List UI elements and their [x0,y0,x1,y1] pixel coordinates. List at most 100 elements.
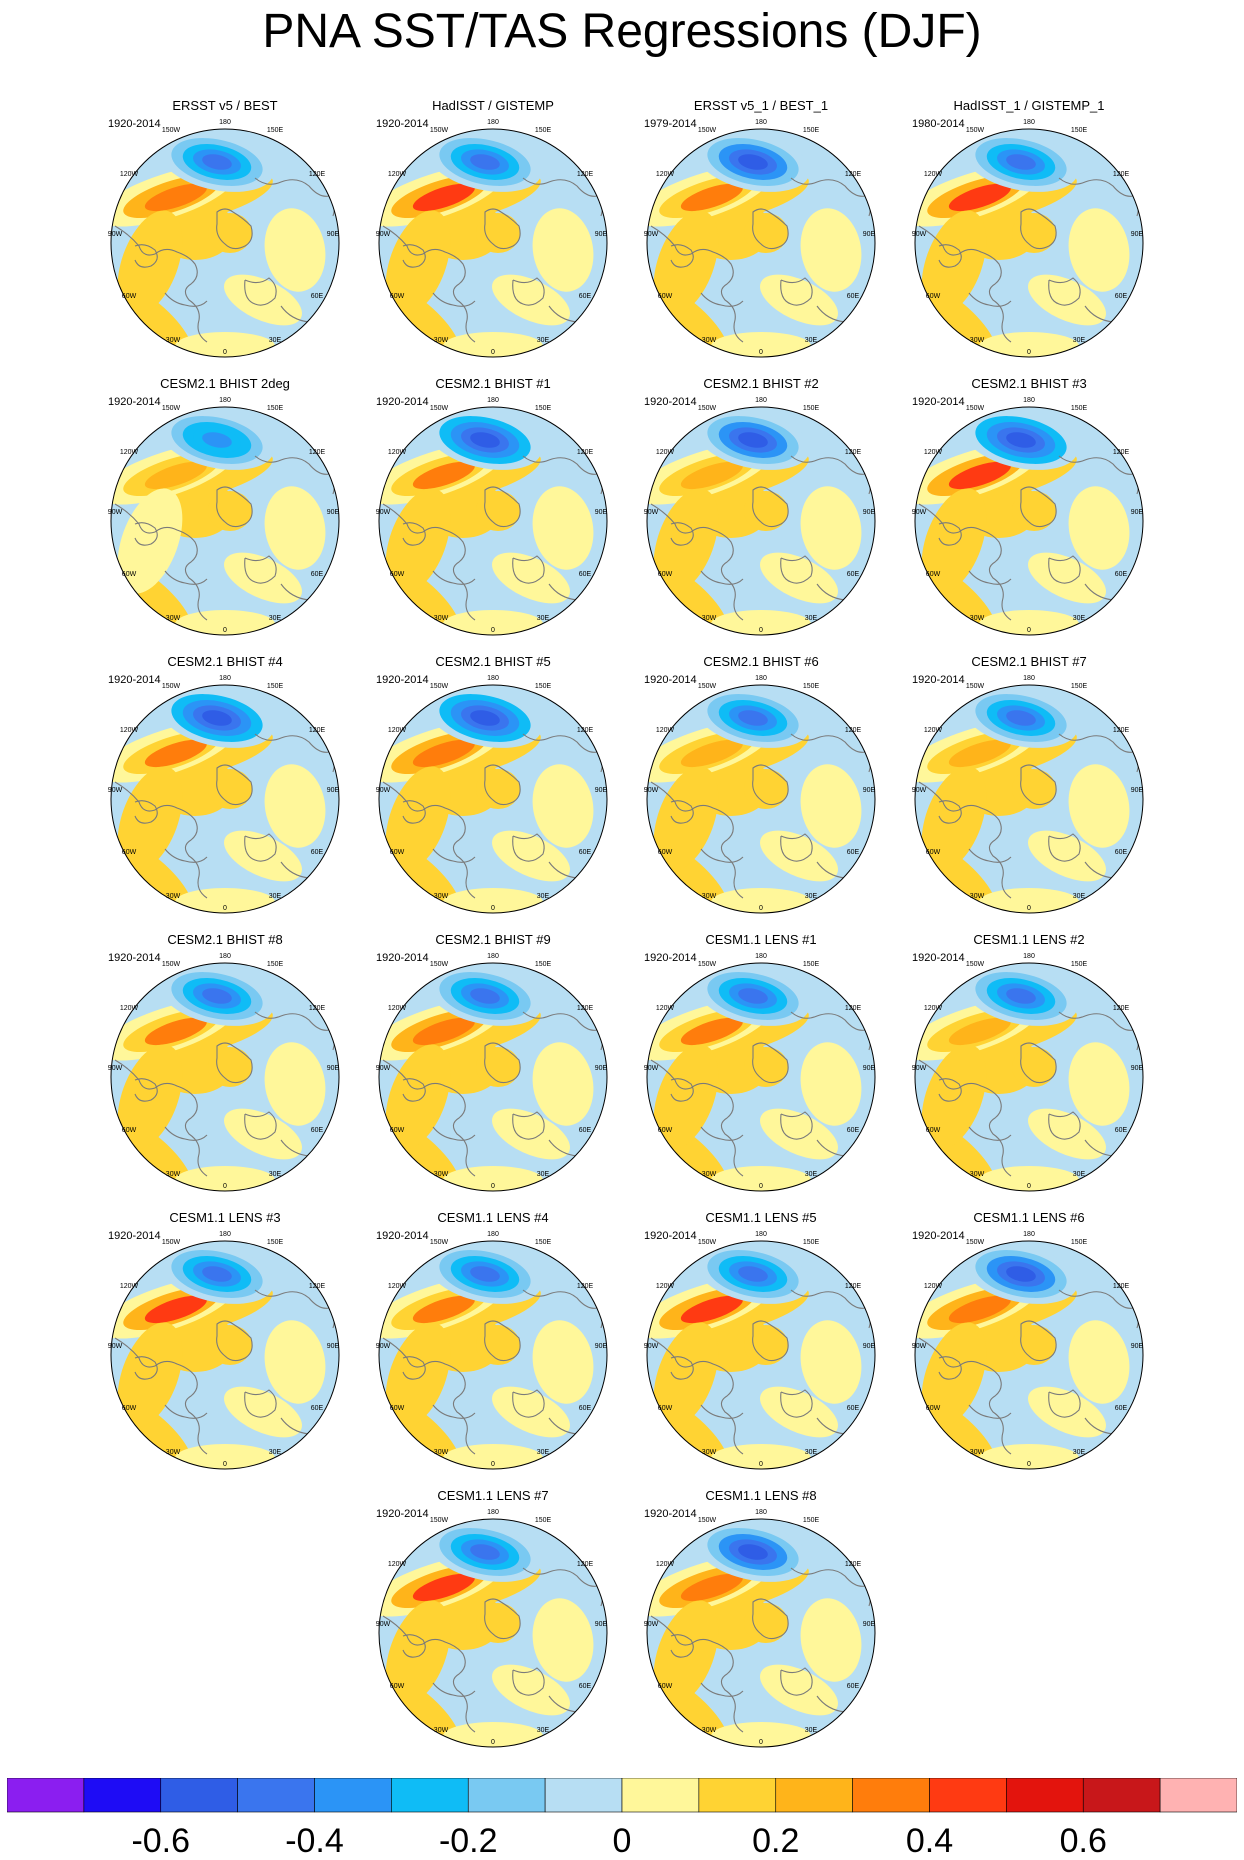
longitude-label: 60E [847,1127,860,1134]
longitude-label: 30W [970,1171,985,1178]
longitude-label: 120W [388,449,407,456]
longitude-label: 90W [644,1343,659,1350]
colorbar-swatch [160,1778,238,1813]
anomaly-contour [224,274,302,326]
pna-negative-contour [202,710,232,726]
longitude-label: 90E [863,1065,876,1072]
longitude-label: 150W [966,127,985,134]
panel-title: CESM2.1 BHIST #1 [435,376,551,391]
longitude-label: 120E [1113,1005,1130,1012]
panel-title: CESM2.1 BHIST #4 [167,654,283,669]
colorbar-swatch [544,1778,623,1813]
panel-title: CESM2.1 BHIST #5 [435,654,551,669]
polar-map: 180 150E 120E 90E 60E 30E 0 30W 60W 90W 120W 150W [376,953,608,1192]
pna-negative-contour [738,1266,768,1282]
coastline [484,1598,521,1640]
colorbar-swatch [1159,1778,1237,1813]
map-panel: CESM2.1 BHIST #5 1920-2014 180 150E 120E 90E 6… [373,654,613,916]
coastline [280,1139,310,1157]
longitude-label: 90W [912,1065,927,1072]
colorbar-swatch [621,1778,700,1813]
coastline [938,800,962,824]
longitude-label: 30E [805,893,818,900]
anomaly-contour [443,1166,543,1191]
longitude-label: 60W [122,1405,137,1412]
coastline [548,861,578,879]
anomaly-contour [532,208,594,292]
longitude-label: 180 [219,675,231,682]
longitude-label: 30E [537,893,550,900]
pna-positive-contour [385,1044,451,1150]
longitude-label: 30E [269,337,282,344]
longitude-label: 150W [430,961,449,968]
coastline [918,1337,1012,1455]
anomaly-contour [1028,1108,1106,1160]
longitude-label: 180 [219,953,231,960]
anomaly-contour [208,491,252,531]
longitude-label: 30E [269,1449,282,1456]
coastline [164,1126,208,1141]
longitude-label: 150E [1071,1239,1088,1246]
longitude-label: 30E [537,337,550,344]
longitude-label: 120W [924,1283,943,1290]
coastline [512,277,545,306]
longitude-label: 150W [162,127,181,134]
longitude-label: 60E [311,849,324,856]
longitude-label: 60W [926,571,941,578]
pna-negative-contour [202,988,232,1004]
coastline [484,1042,521,1084]
longitude-label: 120W [924,727,943,734]
longitude-label: 0 [223,1461,227,1468]
pna-positive-contour [653,1044,719,1150]
coastline [700,1404,744,1419]
longitude-label: 30E [537,1171,550,1178]
longitude-label: 180 [219,119,231,126]
coastline [244,1389,277,1418]
map-border [646,1240,876,1470]
anomaly-contour [1028,552,1106,604]
coastline [816,1695,846,1713]
anomaly-contour [175,1444,275,1469]
panel-title: ERSST v5_1 / BEST_1 [693,98,829,113]
anomaly-contour [1028,1386,1106,1438]
panel-title: CESM2.1 BHIST #6 [703,654,819,669]
coastline [432,1682,476,1697]
coastline [382,1059,476,1177]
longitude-label: 180 [755,675,767,682]
longitude-label: 90W [376,509,391,516]
longitude-label: 60W [390,1405,405,1412]
longitude-label: 30E [1073,615,1086,622]
coastline [752,486,789,528]
coastline [968,848,1012,863]
longitude-label: 90E [327,1343,340,1350]
anomaly-contour [744,491,788,531]
longitude-label: 30W [166,615,181,622]
coastline [134,244,158,268]
longitude-label: 180 [1023,1231,1035,1238]
coastline [484,208,521,250]
longitude-label: 90E [1131,1065,1144,1072]
coastline [402,522,426,546]
coastline [780,833,813,862]
longitude-label: 180 [755,953,767,960]
longitude-label: 60W [390,293,405,300]
coastline [938,1078,962,1102]
longitude-label: 90E [863,787,876,794]
longitude-label: 30W [166,1171,181,1178]
longitude-label: 0 [1027,1183,1031,1190]
anomaly-contour [208,213,252,253]
longitude-label: 90E [1131,231,1144,238]
longitude-label: 90E [595,1621,608,1628]
panel-period: 1920-2014 [108,1230,161,1242]
longitude-label: 90E [595,787,608,794]
coastline [432,1404,476,1419]
coastline [938,244,962,268]
longitude-label: 120E [1113,449,1130,456]
longitude-label: 120E [309,1283,326,1290]
anomaly-contour [1068,208,1130,292]
longitude-label: 150E [267,683,284,690]
map-panel: CESM2.1 BHIST #8 1920-2014 180 150E 120E 90E 6… [105,932,345,1194]
map-border [378,684,608,914]
longitude-label: 90E [1131,509,1144,516]
longitude-label: 150W [966,961,985,968]
